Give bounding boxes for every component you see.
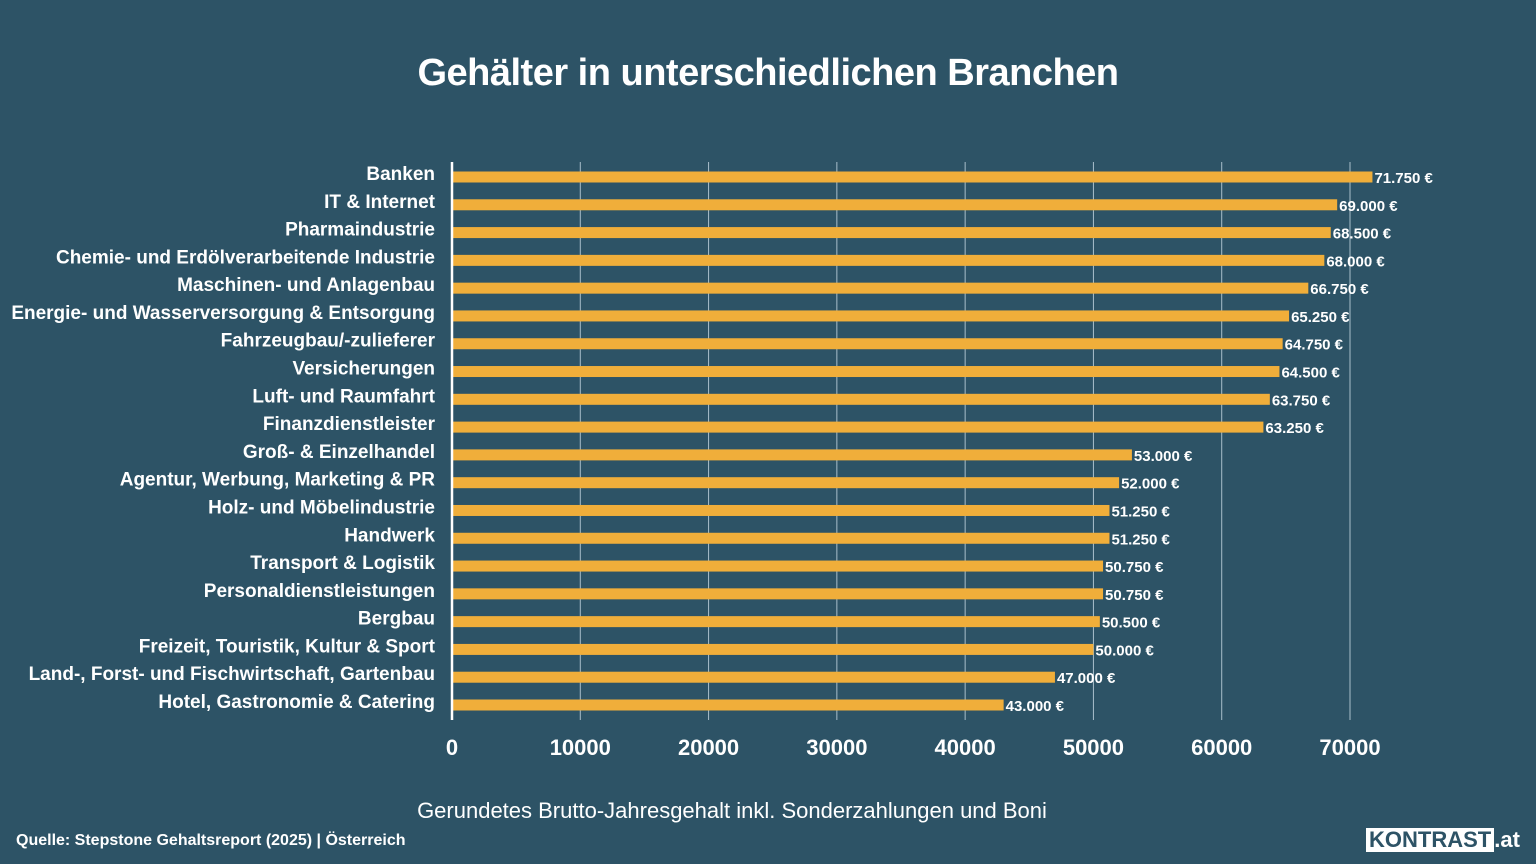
category-label: Personaldienstleistungen bbox=[204, 581, 435, 602]
x-axis-label: Gerundetes Brutto-Jahresgehalt inkl. Son… bbox=[417, 798, 1047, 823]
bar bbox=[452, 227, 1331, 239]
bar bbox=[452, 393, 1270, 405]
bar bbox=[452, 421, 1264, 433]
data-label: 43.000 € bbox=[1006, 698, 1065, 715]
x-tick-label: 20000 bbox=[678, 735, 739, 760]
category-label: Transport & Logistik bbox=[250, 553, 435, 574]
bar bbox=[452, 699, 1004, 711]
bar bbox=[452, 671, 1055, 683]
data-label: 68.000 € bbox=[1326, 253, 1385, 270]
category-label: Luft- und Raumfahrt bbox=[252, 386, 435, 407]
data-label: 63.250 € bbox=[1265, 420, 1324, 437]
data-label: 51.250 € bbox=[1111, 503, 1170, 520]
data-label: 51.250 € bbox=[1111, 531, 1170, 548]
logo-suffix: .at bbox=[1494, 827, 1520, 852]
data-label: 50.000 € bbox=[1095, 642, 1154, 659]
category-label: Land-, Forst- und Fischwirtschaft, Garte… bbox=[29, 664, 435, 685]
bar bbox=[452, 532, 1110, 544]
data-label: 47.000 € bbox=[1057, 670, 1116, 687]
category-label: Banken bbox=[366, 164, 435, 185]
logo-main: KONTRAST bbox=[1366, 828, 1495, 852]
bar bbox=[452, 171, 1373, 183]
category-label: IT & Internet bbox=[324, 192, 436, 213]
x-tick-label: 0 bbox=[446, 735, 458, 760]
category-label: Maschinen- und Anlagenbau bbox=[177, 275, 435, 296]
data-label: 71.750 € bbox=[1374, 170, 1433, 187]
category-label: Agentur, Werbung, Marketing & PR bbox=[120, 470, 436, 491]
x-tick-label: 10000 bbox=[550, 735, 611, 760]
bar bbox=[452, 366, 1280, 378]
category-label: Energie- und Wasserversorgung & Entsorgu… bbox=[11, 303, 435, 324]
source-note: Quelle: Stepstone Gehaltsreport (2025) |… bbox=[16, 832, 406, 849]
data-label: 68.500 € bbox=[1333, 226, 1392, 243]
category-label: Chemie- und Erdölverarbeitende Industrie bbox=[56, 247, 435, 268]
x-tick-label: 60000 bbox=[1191, 735, 1252, 760]
bar bbox=[452, 588, 1104, 600]
category-label: Hotel, Gastronomie & Catering bbox=[158, 692, 435, 713]
x-tick-label: 50000 bbox=[1063, 735, 1124, 760]
category-label: Freizeit, Touristik, Kultur & Sport bbox=[139, 636, 436, 657]
data-label: 64.500 € bbox=[1281, 365, 1340, 382]
data-label: 63.750 € bbox=[1272, 392, 1331, 409]
bar bbox=[452, 449, 1132, 461]
x-tick-label: 70000 bbox=[1319, 735, 1380, 760]
data-label: 69.000 € bbox=[1339, 198, 1398, 215]
bar bbox=[452, 504, 1110, 516]
category-label: Handwerk bbox=[344, 525, 435, 546]
bar bbox=[452, 254, 1325, 266]
data-label: 66.750 € bbox=[1310, 281, 1369, 298]
chart-title: Gehälter in unterschiedlichen Branchen bbox=[417, 52, 1119, 94]
bar bbox=[452, 199, 1338, 211]
x-tick-label: 40000 bbox=[935, 735, 996, 760]
bar bbox=[452, 643, 1094, 655]
data-label: 50.750 € bbox=[1105, 587, 1164, 604]
bar bbox=[452, 282, 1309, 294]
data-label: 64.750 € bbox=[1285, 337, 1344, 354]
bar bbox=[452, 477, 1120, 489]
data-label: 65.250 € bbox=[1291, 309, 1350, 326]
data-label: 50.500 € bbox=[1102, 615, 1161, 632]
data-label: 50.750 € bbox=[1105, 559, 1164, 576]
category-label: Finanzdienstleister bbox=[263, 414, 436, 435]
bar bbox=[452, 310, 1290, 322]
category-label: Holz- und Möbelindustrie bbox=[208, 497, 435, 518]
data-label: 52.000 € bbox=[1121, 476, 1180, 493]
x-tick-label: 30000 bbox=[806, 735, 867, 760]
data-label: 53.000 € bbox=[1134, 448, 1193, 465]
category-label: Versicherungen bbox=[292, 359, 435, 380]
category-label: Bergbau bbox=[358, 609, 435, 630]
kontrast-logo: KONTRAST .at bbox=[1366, 827, 1520, 853]
category-label: Fahrzeugbau/-zulieferer bbox=[221, 331, 436, 352]
category-label: Groß- & Einzelhandel bbox=[243, 442, 435, 463]
category-label: Pharmaindustrie bbox=[285, 220, 435, 241]
bar bbox=[452, 616, 1100, 628]
bar bbox=[452, 560, 1104, 572]
bar bbox=[452, 338, 1283, 350]
